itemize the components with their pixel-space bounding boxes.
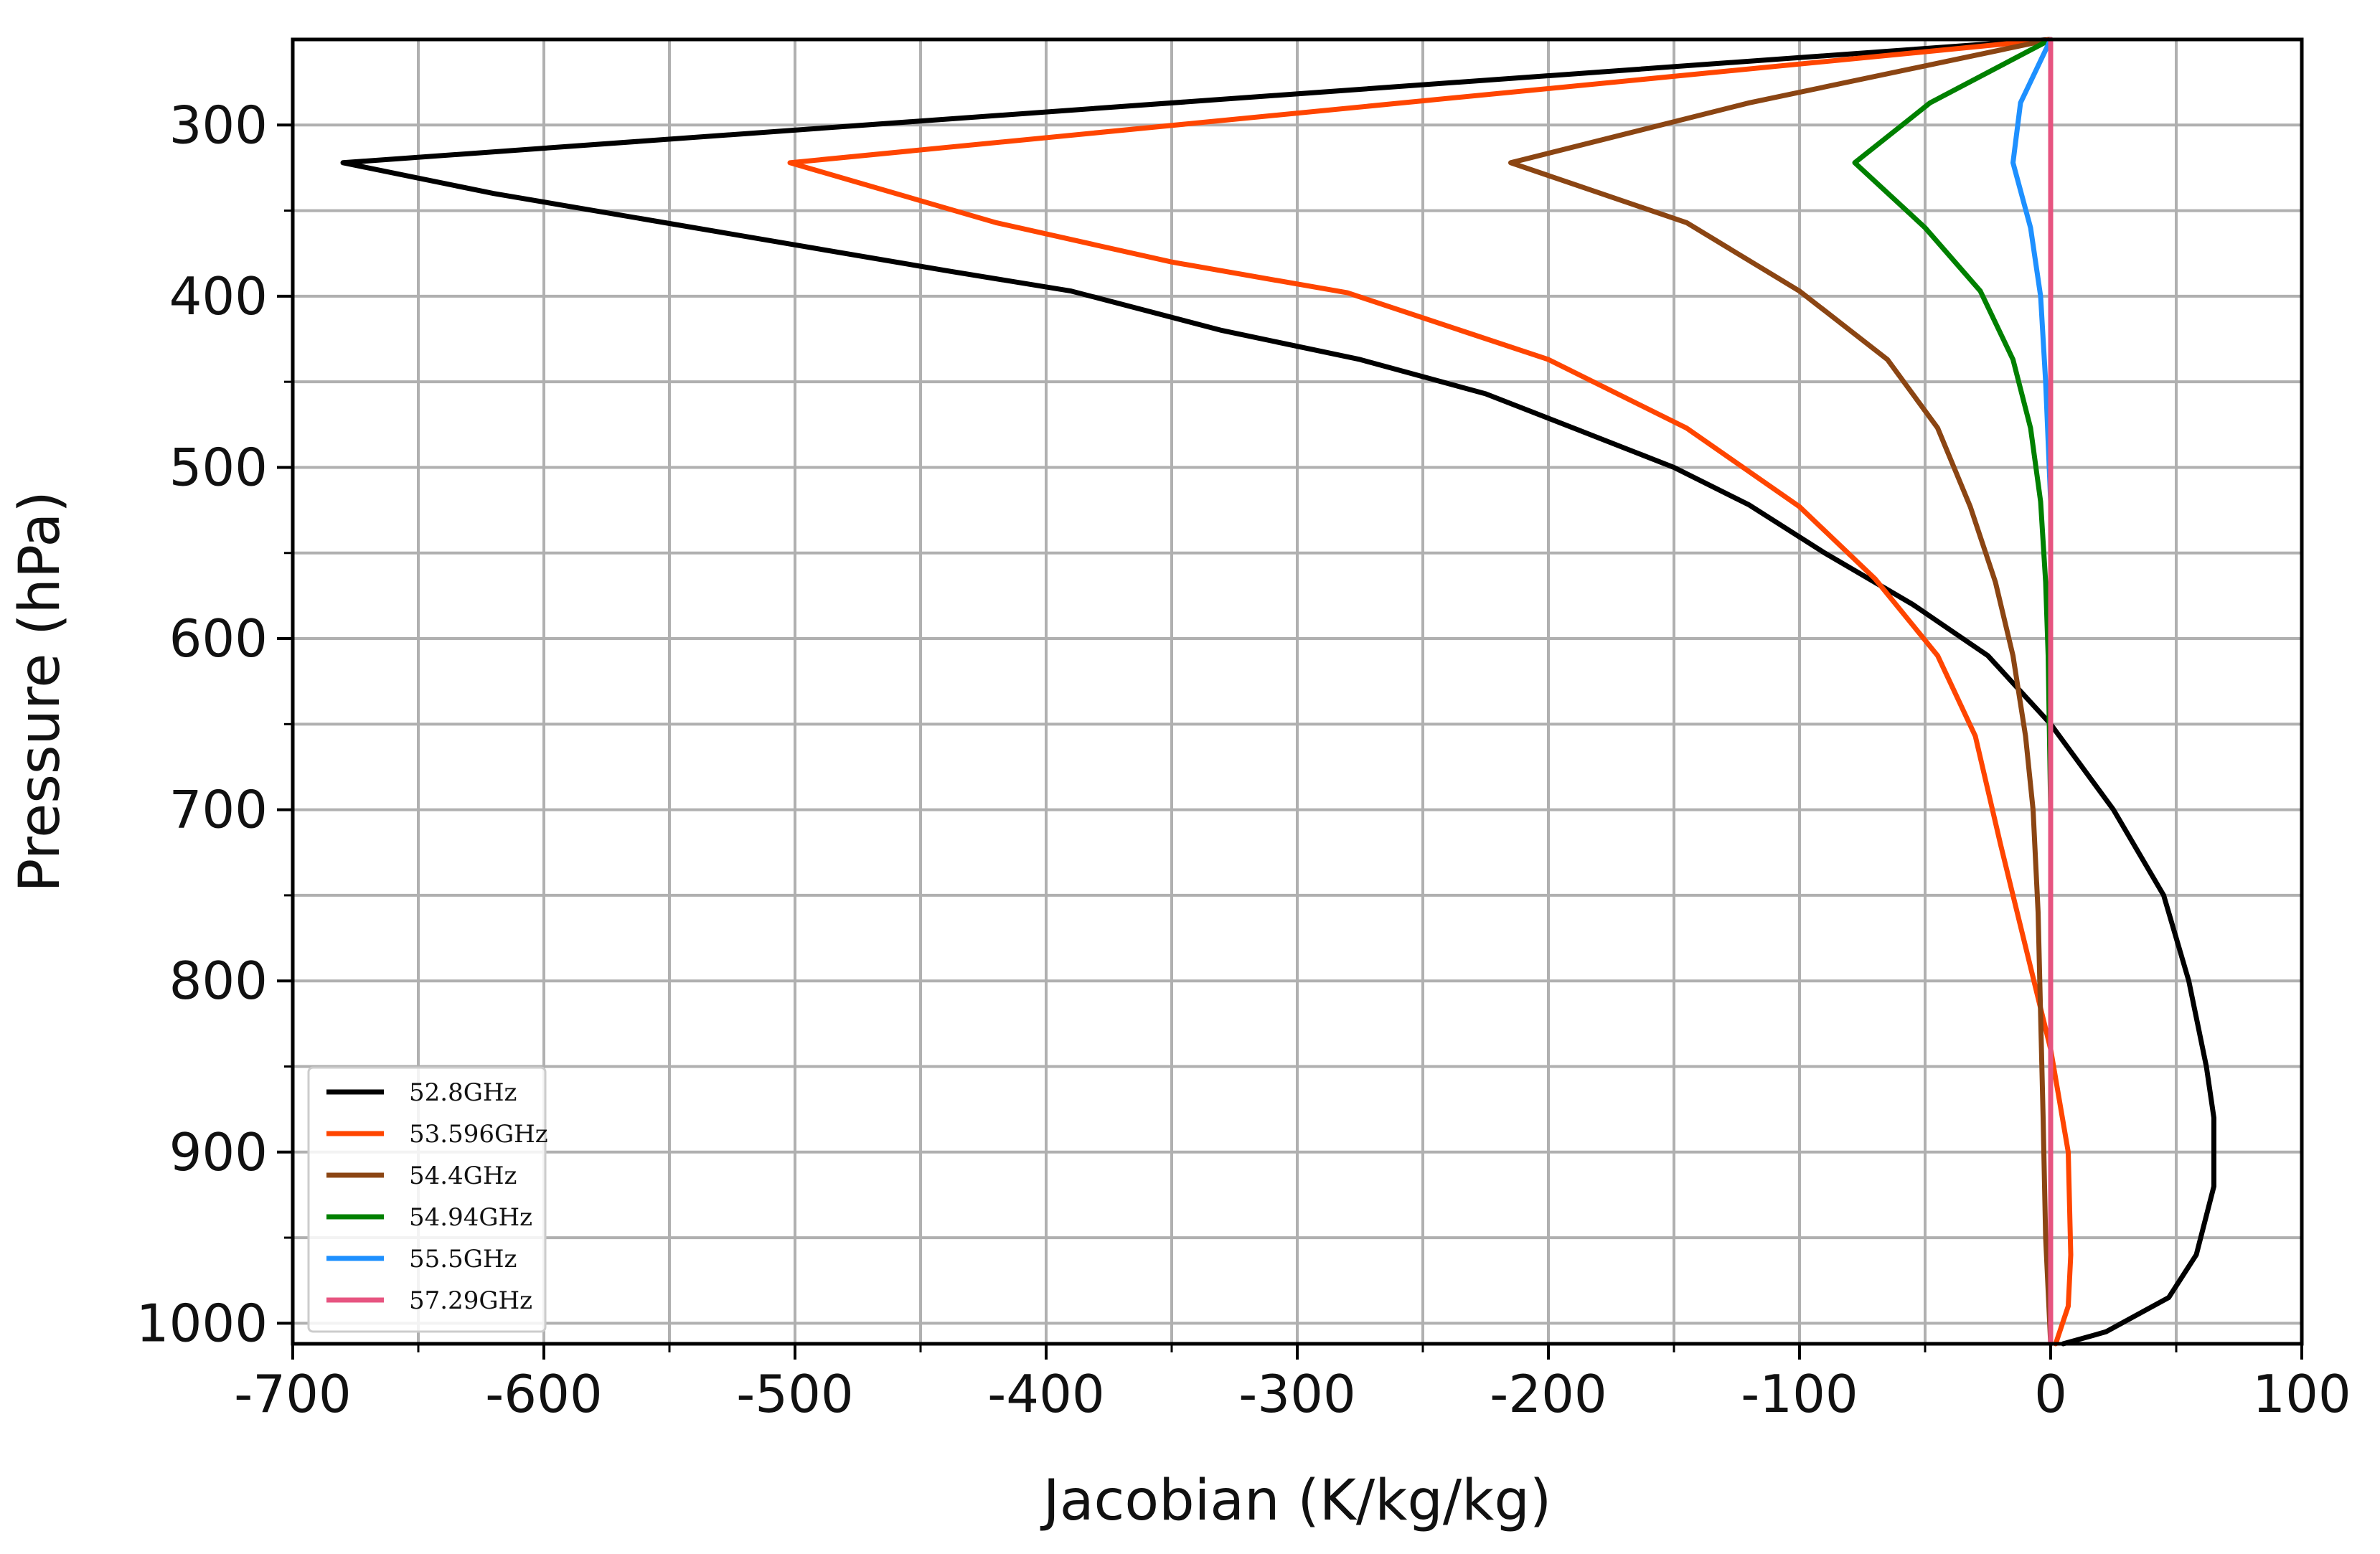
x-tick-label: -500: [736, 1364, 853, 1424]
legend-label: 55.5GHz: [409, 1245, 517, 1273]
axis-tick-labels: -700 -600 -500 -400 -300 -200 -100 0 100 300 400 50…: [136, 95, 2351, 1424]
series-lines: [340, 37, 2216, 1347]
legend-label: 52.8GHz: [409, 1078, 517, 1107]
legend: 52.8GHz 53.596GHz 54.4GHz 54.94GHz 55.5GHz 57…: [307, 1066, 548, 1333]
y-tick-label: 500: [169, 437, 268, 497]
x-axis-title: Jacobian (K/kg/kg): [1040, 1469, 1552, 1533]
y-axis-title: Pressure (hPa): [8, 491, 72, 892]
series-line-54.4GHz: [1508, 37, 2054, 1347]
x-tick-label: 100: [2252, 1364, 2351, 1424]
x-tick-label: -200: [1490, 1364, 1607, 1424]
axis-ticks: [277, 123, 2303, 1360]
y-tick-label: 600: [169, 608, 268, 669]
legend-label: 54.4GHz: [409, 1162, 517, 1190]
x-tick-label: -300: [1238, 1364, 1355, 1424]
legend-label: 57.29GHz: [409, 1286, 532, 1315]
x-tick-label: -700: [234, 1364, 351, 1424]
legend-label: 53.596GHz: [409, 1120, 548, 1149]
y-tick-label: 400: [169, 266, 268, 326]
x-tick-label: -600: [485, 1364, 602, 1424]
y-tick-label: 300: [169, 95, 268, 155]
y-tick-label: 900: [169, 1122, 268, 1182]
x-tick-label: -100: [1741, 1364, 1858, 1424]
x-tick-label: 0: [2034, 1364, 2067, 1424]
series-line-53.596GHz: [787, 37, 2074, 1347]
series-line-52.8GHz: [340, 37, 2216, 1347]
y-tick-label: 800: [169, 951, 268, 1011]
legend-label: 54.94GHz: [409, 1203, 532, 1232]
x-tick-label: -400: [987, 1364, 1104, 1424]
y-tick-label: 1000: [136, 1293, 268, 1353]
y-tick-label: 700: [169, 780, 268, 840]
